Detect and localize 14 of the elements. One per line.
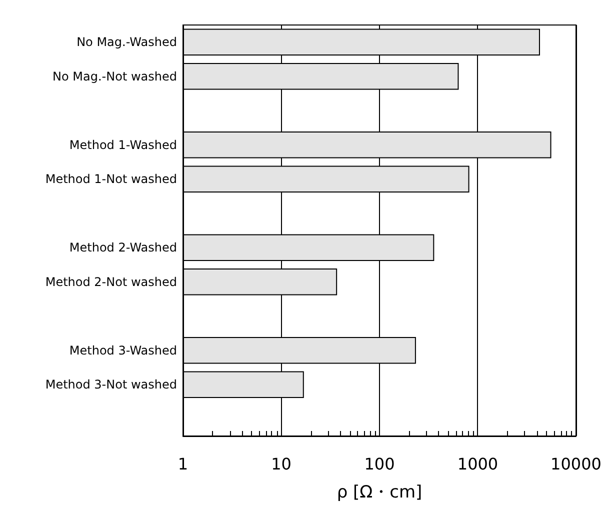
y-tick-label: Method 3-Washed	[69, 343, 177, 358]
x-axis-title: ρ [Ω・cm]	[336, 482, 422, 502]
y-tick-label: No Mag.-Washed	[76, 35, 177, 50]
y-tick-label: Method 1-Washed	[69, 138, 177, 152]
y-tick-label: Method 2-Not washed	[45, 274, 177, 289]
x-tick-label: 1000	[457, 454, 498, 474]
x-tick-label: 10000	[550, 454, 602, 474]
y-tick-label: Method 3-Not washed	[45, 378, 177, 392]
x-tick-label: 1	[178, 454, 188, 474]
x-tick-label: 10	[271, 454, 292, 474]
y-tick-label: Method 1-Not washed	[45, 172, 177, 186]
x-tick-label: 100	[364, 454, 395, 474]
y-tick-label: No Mag.-Not washed	[52, 69, 177, 84]
y-tick-label: Method 2-Washed	[69, 240, 177, 255]
